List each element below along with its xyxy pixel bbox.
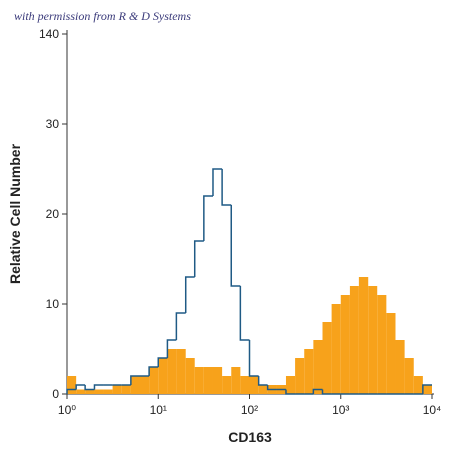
outline-step [93,384,104,390]
bar [295,358,305,394]
bar [185,358,195,394]
bar [121,385,131,394]
bar [140,376,150,394]
bar [158,358,168,394]
bar [285,376,296,394]
bar [413,376,423,394]
y-tick-label: 0 [52,387,59,401]
outline-step [84,385,95,391]
bar [304,349,314,394]
bar [395,340,405,394]
x-tick-label: 10³ [332,403,349,417]
x-tick-label: 10⁴ [423,403,442,417]
bar [377,295,387,394]
outline-step [175,312,186,340]
bar [258,385,268,394]
y-tick-label: 140 [39,27,59,41]
x-axis-label: CD163 [228,429,272,445]
outline-step [130,375,141,385]
bar [368,286,378,394]
outline-step [157,357,168,367]
outline-step [184,276,195,313]
bar [313,340,323,394]
bar [130,376,141,394]
bar [67,376,77,394]
x-tick-label: 10⁰ [58,403,76,417]
outline-step [148,366,159,376]
bar [358,277,369,394]
x-tick-label: 10² [241,403,258,417]
outline-step [321,389,332,395]
outline-step [312,388,323,394]
outline-step [166,339,177,358]
x-tick-label: 10¹ [150,403,167,417]
y-axis-label: Relative Cell Number [7,143,23,284]
bar [94,389,104,394]
y-tick-label: 20 [46,207,60,221]
bar [212,367,223,394]
bar [349,286,359,394]
outline-step [257,376,268,386]
bar [85,389,95,394]
outline-step [221,169,232,206]
bar [386,313,396,394]
outline-step [193,240,204,277]
outline-step [212,168,223,196]
outline-step [266,385,277,391]
bar [103,389,113,394]
bar [222,376,232,394]
bar [249,376,259,394]
bar [322,322,332,394]
outline-step [203,195,213,241]
outline-step [75,384,86,390]
outline-step [248,340,259,377]
bar [149,367,159,394]
bar [167,349,177,394]
bar [231,367,241,394]
bar [422,385,432,394]
outline-step [239,286,250,341]
y-tick-label: 30 [46,117,60,131]
bar [331,304,341,394]
bar [76,389,86,394]
bar [194,367,204,394]
bar [240,376,250,394]
bar [176,349,186,394]
outline-step [285,389,296,395]
outline-step [66,388,77,394]
outline-step [422,384,432,394]
bar [203,367,213,394]
bar [112,385,122,394]
y-tick-label: 10 [46,297,60,311]
annotation: with permission from R & D Systems [14,9,191,23]
bar [404,358,414,394]
bar [340,295,350,394]
outline-step [230,205,241,287]
